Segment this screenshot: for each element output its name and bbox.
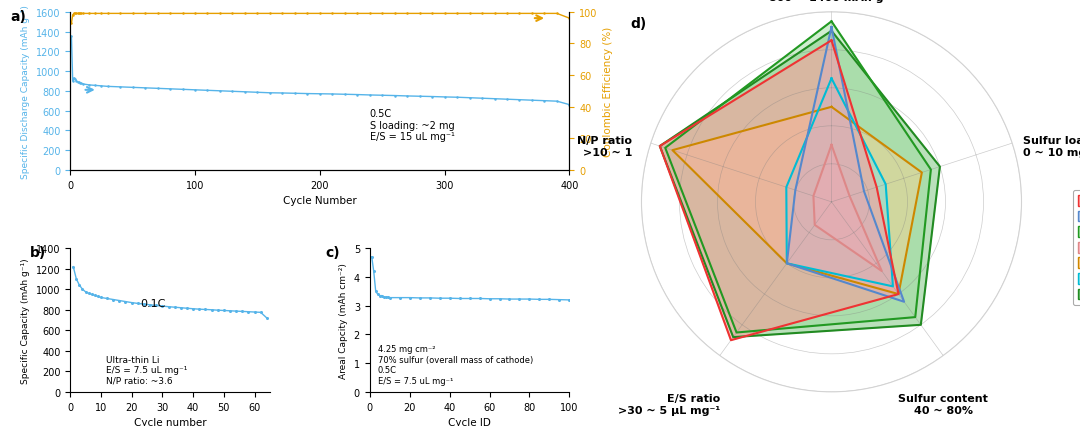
- Polygon shape: [665, 22, 931, 333]
- Polygon shape: [673, 107, 922, 294]
- Text: Ultra-thin Li
E/S = 7.5 uL mg⁻¹
N/P ratio: ~3.6: Ultra-thin Li E/S = 7.5 uL mg⁻¹ N/P rati…: [106, 355, 188, 385]
- Text: d): d): [631, 17, 647, 31]
- Y-axis label: Specific Discharge Capacity (mAh g⁻¹): Specific Discharge Capacity (mAh g⁻¹): [22, 5, 30, 178]
- Text: b): b): [30, 246, 46, 260]
- Polygon shape: [786, 79, 893, 287]
- X-axis label: Cycle Number: Cycle Number: [283, 196, 356, 206]
- Text: N/P ratio
>10 ~ 1: N/P ratio >10 ~ 1: [577, 136, 632, 157]
- Polygon shape: [660, 32, 940, 337]
- Legend: this work, Ref 32, Ref 33, Ref 34, Ref 35, Ref 36, Ref 37: this work, Ref 32, Ref 33, Ref 34, Ref 3…: [1072, 190, 1080, 305]
- Text: c): c): [326, 246, 340, 260]
- Text: Sulfur content
40 ~ 80%: Sulfur content 40 ~ 80%: [899, 394, 988, 415]
- Polygon shape: [813, 145, 881, 271]
- Text: 0.5C
S loading: ~2 mg
E/S = 15 uL mg⁻¹: 0.5C S loading: ~2 mg E/S = 15 uL mg⁻¹: [369, 109, 455, 142]
- Text: Sulfur loading
0 ~ 10 mg cm⁻²: Sulfur loading 0 ~ 10 mg cm⁻²: [1023, 136, 1080, 157]
- Polygon shape: [660, 41, 899, 340]
- X-axis label: Cycle ID: Cycle ID: [448, 417, 491, 426]
- Text: a): a): [11, 10, 26, 23]
- Text: 4.25 mg cm⁻²
70% sulfur (overall mass of cathode)
0.5C
E/S = 7.5 uL mg⁻¹: 4.25 mg cm⁻² 70% sulfur (overall mass of…: [378, 345, 532, 385]
- Y-axis label: Coulombic Efficiency (%): Coulombic Efficiency (%): [603, 26, 613, 157]
- X-axis label: Cycle number: Cycle number: [134, 417, 206, 426]
- Y-axis label: Specific Capacity (mAh g⁻¹): Specific Capacity (mAh g⁻¹): [22, 258, 30, 383]
- Y-axis label: Areal Capcity (mAh cm⁻²): Areal Capcity (mAh cm⁻²): [339, 262, 348, 378]
- Text: 0.1C: 0.1C: [140, 298, 165, 308]
- Polygon shape: [787, 28, 904, 302]
- Text: E/S ratio
>30 ~ 5 μL mg⁻¹: E/S ratio >30 ~ 5 μL mg⁻¹: [618, 394, 719, 415]
- Text: Specific discharge Capacity
800 ~ 1400 mAh g⁻¹: Specific discharge Capacity 800 ~ 1400 m…: [745, 0, 917, 3]
